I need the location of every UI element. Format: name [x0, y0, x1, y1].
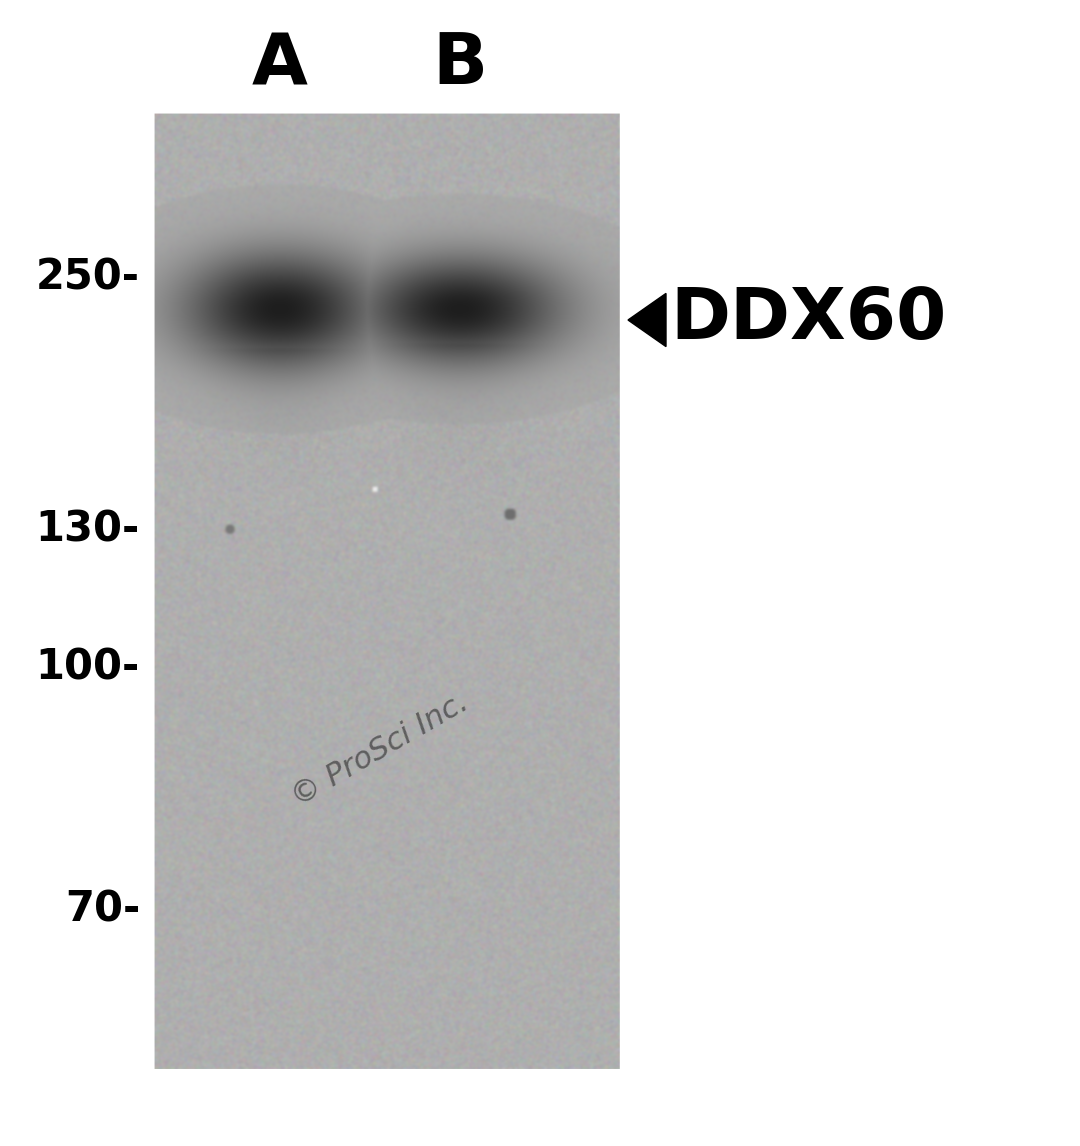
Text: © ProSci Inc.: © ProSci Inc.: [286, 688, 473, 813]
Text: 70-: 70-: [65, 889, 140, 931]
Text: A: A: [252, 31, 308, 100]
Text: B: B: [432, 31, 487, 100]
Text: 130-: 130-: [36, 509, 140, 551]
Polygon shape: [627, 293, 666, 346]
Text: DDX60: DDX60: [670, 285, 946, 354]
Text: 100-: 100-: [36, 647, 140, 689]
Text: 250-: 250-: [36, 257, 140, 299]
